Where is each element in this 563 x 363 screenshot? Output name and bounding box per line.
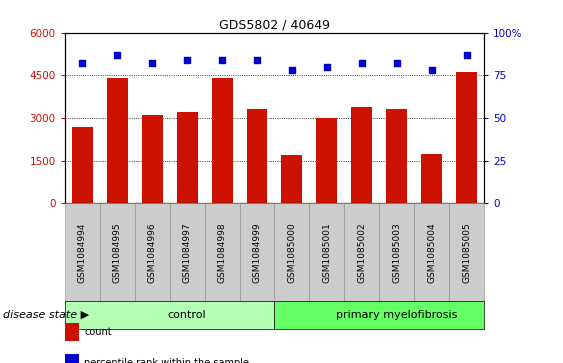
Text: GSM1084995: GSM1084995: [113, 222, 122, 283]
Point: [182, 57, 191, 63]
Text: disease state ▶: disease state ▶: [3, 310, 89, 320]
FancyBboxPatch shape: [239, 203, 275, 301]
Point: [217, 57, 226, 63]
FancyBboxPatch shape: [310, 203, 345, 301]
FancyBboxPatch shape: [275, 203, 310, 301]
Point: [148, 61, 157, 66]
Text: GSM1084999: GSM1084999: [252, 222, 261, 283]
FancyBboxPatch shape: [100, 203, 135, 301]
FancyBboxPatch shape: [379, 203, 414, 301]
FancyBboxPatch shape: [414, 203, 449, 301]
FancyBboxPatch shape: [169, 203, 204, 301]
FancyBboxPatch shape: [204, 203, 239, 301]
Bar: [316, 118, 337, 203]
Text: GSM1085003: GSM1085003: [392, 222, 401, 283]
Title: GDS5802 / 40649: GDS5802 / 40649: [219, 19, 330, 32]
FancyBboxPatch shape: [135, 203, 169, 301]
Text: GSM1084997: GSM1084997: [182, 222, 191, 283]
Point: [78, 61, 87, 66]
Bar: [142, 115, 163, 203]
Point: [113, 52, 122, 58]
FancyBboxPatch shape: [65, 203, 100, 301]
Point: [252, 57, 261, 63]
Text: GSM1085004: GSM1085004: [427, 222, 436, 283]
Text: GSM1085000: GSM1085000: [288, 222, 297, 283]
Bar: [72, 127, 93, 203]
Point: [358, 61, 367, 66]
Text: primary myelofibrosis: primary myelofibrosis: [336, 310, 458, 320]
Text: GSM1084994: GSM1084994: [78, 222, 87, 282]
Bar: [421, 154, 442, 203]
FancyBboxPatch shape: [449, 203, 484, 301]
Text: percentile rank within the sample: percentile rank within the sample: [84, 358, 249, 363]
Text: GSM1085002: GSM1085002: [358, 222, 367, 283]
Bar: [177, 112, 198, 203]
Bar: [456, 73, 477, 203]
Bar: [351, 107, 372, 203]
FancyBboxPatch shape: [345, 203, 379, 301]
Bar: [212, 78, 233, 203]
Bar: [282, 155, 302, 203]
Bar: [107, 78, 128, 203]
Text: GSM1084998: GSM1084998: [217, 222, 226, 283]
Point: [323, 64, 332, 70]
Point: [462, 52, 471, 58]
Bar: [247, 110, 267, 203]
Text: GSM1084996: GSM1084996: [148, 222, 157, 283]
Text: count: count: [84, 327, 112, 337]
Point: [427, 67, 436, 73]
FancyBboxPatch shape: [65, 301, 275, 329]
Point: [392, 61, 401, 66]
FancyBboxPatch shape: [275, 301, 484, 329]
Text: control: control: [168, 310, 207, 320]
Bar: [386, 110, 407, 203]
Point: [288, 67, 297, 73]
Text: GSM1085005: GSM1085005: [462, 222, 471, 283]
Text: GSM1085001: GSM1085001: [323, 222, 332, 283]
